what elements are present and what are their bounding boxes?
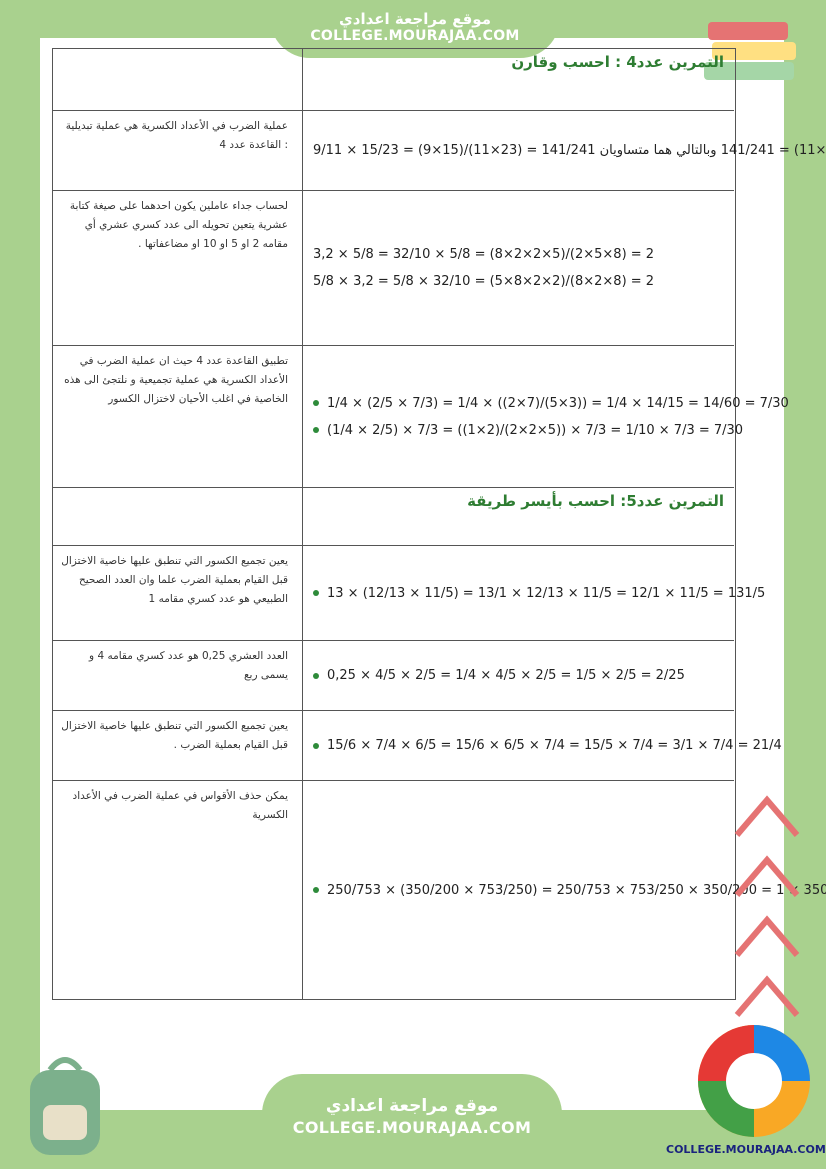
site-url[interactable]: COLLEGE.MOURAJAA.COM: [292, 1118, 532, 1137]
math-cell: 13 × (12/13 × 11/5) = 13/1 × 12/13 × 11/…: [303, 546, 765, 640]
expression: (1/4 × 2/5) × 7/3 = ((1×2)/(2×2×5)) × 7/…: [327, 422, 744, 438]
bullet: [313, 590, 319, 596]
math-line: 15/6 × 7/4 × 6/5 = 15/6 × 6/5 × 7/4 = 15…: [313, 738, 782, 753]
math-cell: 15/6 × 7/4 × 6/5 = 15/6 × 6/5 × 7/4 = 15…: [303, 711, 782, 780]
bullet: [313, 887, 319, 893]
note-cell: لحساب جداء عاملين يكون احدهما على صيغة ك…: [53, 191, 303, 345]
math-cell: التمرين عدد4 : احسب وقارن: [303, 49, 734, 110]
table: التمرين عدد4 : احسب وقارن عملية الضرب في …: [52, 48, 826, 1000]
exercise-heading: التمرين عدد4 : احسب وقارن: [511, 53, 724, 71]
site-name: موقع مراجعة اعدادي: [339, 10, 491, 28]
expression: 15/6 × 7/4 × 6/5 = 15/6 × 6/5 × 7/4 = 15…: [327, 738, 782, 753]
table-row: لحساب جداء عاملين يكون احدهما على صيغة ك…: [53, 191, 734, 346]
table-row: يعين تجميع الكسور التي تنطبق عليها خاصية…: [53, 711, 782, 781]
note-cell: عملية الضرب في الأعداد الكسرية هي عملية …: [53, 111, 303, 190]
math-line: 9/11 × 15/23 = (9×15)/(11×23) = 141/241 …: [313, 143, 826, 158]
table-row: العدد العشري 0,25 هو عدد كسري مقامه 4 و …: [53, 641, 734, 711]
note-cell: يعين تجميع الكسور التي تنطبق عليها خاصية…: [53, 711, 303, 780]
logo-icon: [698, 1025, 810, 1137]
expression: 3,2 × 5/8 = 32/10 × 5/8 = (8×2×2×5)/(2×5…: [313, 247, 655, 262]
math-cell: 0,25 × 4/5 × 2/5 = 1/4 × 4/5 × 2/5 = 1/5…: [303, 641, 734, 710]
expression: 5/8 × 3,2 = 5/8 × 32/10 = (5×8×2×2)/(8×2…: [313, 274, 655, 289]
note-cell: العدد العشري 0,25 هو عدد كسري مقامه 4 و …: [53, 641, 303, 710]
note-cell: تطبيق القاعدة عدد 4 حيث ان عملية الضرب ف…: [53, 346, 303, 487]
books-icon: [704, 22, 796, 80]
table-row: التمرين عدد4 : احسب وقارن: [53, 49, 734, 111]
expression: 0,25 × 4/5 × 2/5 = 1/4 × 4/5 × 2/5 = 1/5…: [327, 668, 685, 683]
bullet: [313, 742, 319, 749]
logo-text: COLLEGE.MOURAJAA.COM: [666, 1143, 826, 1156]
bullet: [313, 672, 319, 679]
expression: 250/753 × (350/200 × 753/250) = 250/753 …: [327, 882, 826, 898]
table-row: يمكن حذف الأقواس في عملية الضرب في الأعد…: [53, 781, 826, 999]
table-row: التمرين عدد5: احسب بأيسر طريقة: [53, 488, 734, 546]
math-line: 3,2 × 5/8 = 32/10 × 5/8 = (8×2×2×5)/(2×5…: [313, 247, 724, 262]
sheet: [40, 38, 784, 1110]
expression: 1/4 × (2/5 × 7/3) = 1/4 × ((2×7)/(5×3)) …: [327, 395, 789, 411]
backpack-icon: [30, 1057, 100, 1155]
site-url[interactable]: COLLEGE.MOURAJAA.COM: [310, 28, 520, 44]
site-name: موقع مراجعة اعدادي: [325, 1096, 499, 1116]
note-cell: يمكن حذف الأقواس في عملية الضرب في الأعد…: [53, 781, 303, 999]
math-cell: التمرين عدد5: احسب بأيسر طريقة: [303, 488, 734, 545]
math-line: (1/4 × 2/5) × 7/3 = ((1×2)/(2×2×5)) × 7/…: [313, 423, 743, 438]
math-line: 5/8 × 3,2 = 5/8 × 32/10 = (5×8×2×2)/(8×2…: [313, 274, 724, 289]
table-row: تطبيق القاعدة عدد 4 حيث ان عملية الضرب ف…: [53, 346, 789, 488]
note-cell: يعين تجميع الكسور التي تنطبق عليها خاصية…: [53, 546, 303, 640]
math-line: 0,25 × 4/5 × 2/5 = 1/4 × 4/5 × 2/5 = 1/5…: [313, 668, 724, 683]
note-cell: [53, 49, 303, 110]
table-row: يعين تجميع الكسور التي تنطبق عليها خاصية…: [53, 546, 765, 641]
chevrons: [734, 795, 800, 1017]
bullet: [313, 400, 319, 406]
math-cell: 1/4 × (2/5 × 7/3) = 1/4 × ((2×7)/(5×3)) …: [303, 346, 789, 487]
math-line: 1/4 × (2/5 × 7/3) = 1/4 × ((2×7)/(5×3)) …: [313, 396, 789, 411]
exercise-heading: التمرين عدد5: احسب بأيسر طريقة: [467, 492, 724, 510]
expression: 13 × (12/13 × 11/5) = 13/1 × 12/13 × 11/…: [327, 585, 766, 601]
math-cell: 9/11 × 15/23 = (9×15)/(11×23) = 141/241 …: [303, 111, 826, 190]
math-line: 13 × (12/13 × 11/5) = 13/1 × 12/13 × 11/…: [313, 586, 765, 601]
expression: 9/11 × 15/23 = (9×15)/(11×23) = 141/241 …: [313, 143, 826, 158]
math-cell: 3,2 × 5/8 = 32/10 × 5/8 = (8×2×2×5)/(2×5…: [303, 191, 734, 345]
math-line: 250/753 × (350/200 × 753/250) = 250/753 …: [313, 883, 826, 898]
table-row: عملية الضرب في الأعداد الكسرية هي عملية …: [53, 111, 826, 191]
bullet: [313, 427, 319, 433]
note-cell: [53, 488, 303, 545]
footer-tab: موقع مراجعة اعدادي COLLEGE.MOURAJAA.COM: [262, 1074, 562, 1169]
math-cell: 250/753 × (350/200 × 753/250) = 250/753 …: [303, 781, 826, 999]
